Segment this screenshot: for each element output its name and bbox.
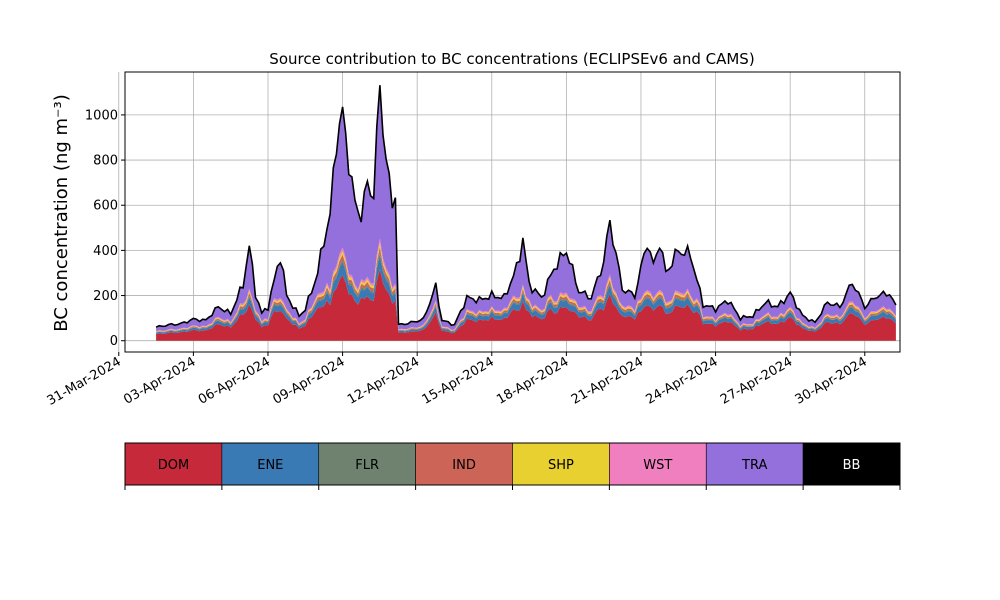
y-tick-label: 600 bbox=[93, 199, 118, 214]
y-axis: 0 200 400 600 800 1000 bbox=[85, 108, 125, 349]
y-tick-label: 1000 bbox=[85, 108, 118, 123]
legend-swatch-bb bbox=[802, 442, 901, 486]
legend-frame bbox=[124, 442, 901, 486]
x-tick-label: 12-Apr-2024 bbox=[345, 354, 422, 407]
area-wst bbox=[156, 238, 896, 332]
x-tick-label: 21-Apr-2024 bbox=[569, 354, 646, 407]
x-tick-label: 15-Apr-2024 bbox=[420, 354, 497, 407]
x-tick-label: 06-Apr-2024 bbox=[196, 354, 273, 407]
x-tick-label: 30-Apr-2024 bbox=[793, 354, 870, 407]
legend-label-ind: IND bbox=[452, 458, 476, 473]
area-flr bbox=[156, 251, 896, 333]
x-tick-label: 09-Apr-2024 bbox=[270, 354, 347, 407]
legend-label-bb: BB bbox=[843, 458, 861, 473]
legend-label-ene: ENE bbox=[257, 458, 283, 473]
area-ene bbox=[156, 254, 896, 335]
area-ind bbox=[156, 246, 896, 333]
source-legend: DOM ENE FLR IND SHP WST TRA BB bbox=[124, 442, 901, 490]
area-tra bbox=[156, 85, 896, 332]
y-tick-label: 400 bbox=[93, 244, 118, 259]
y-axis-label: BC concentration (ng m⁻³) bbox=[51, 94, 72, 332]
legend-swatch-ene bbox=[221, 442, 320, 486]
y-tick-label: 800 bbox=[93, 154, 118, 169]
x-tick-label: 27-Apr-2024 bbox=[718, 354, 795, 407]
area-shp bbox=[156, 242, 896, 332]
legend-label-dom: DOM bbox=[158, 458, 189, 473]
total-outline bbox=[155, 85, 897, 328]
plot-frame bbox=[124, 71, 901, 353]
y-tick-label: 0 bbox=[110, 334, 118, 349]
legend-label-wst: WST bbox=[643, 458, 672, 473]
area-dom bbox=[156, 269, 896, 341]
legend-label-shp: SHP bbox=[548, 458, 574, 473]
legend-label-flr: FLR bbox=[355, 458, 379, 473]
y-tick-label: 200 bbox=[93, 289, 118, 304]
legend-swatch-ind bbox=[415, 442, 513, 486]
chart-title: Source contribution to BC concentrations… bbox=[269, 50, 754, 68]
x-axis: 31-Mar-202403-Apr-202406-Apr-202409-Apr-… bbox=[45, 352, 870, 409]
x-tick-label: 31-Mar-2024 bbox=[45, 354, 124, 408]
x-tick-label: 03-Apr-2024 bbox=[121, 354, 198, 407]
x-tick-label: 18-Apr-2024 bbox=[494, 354, 571, 407]
stacked-areas bbox=[155, 85, 897, 341]
x-tick-label: 24-Apr-2024 bbox=[643, 354, 720, 407]
legend-label-tra: TRA bbox=[741, 458, 767, 473]
legend-swatch-wst bbox=[609, 442, 707, 486]
